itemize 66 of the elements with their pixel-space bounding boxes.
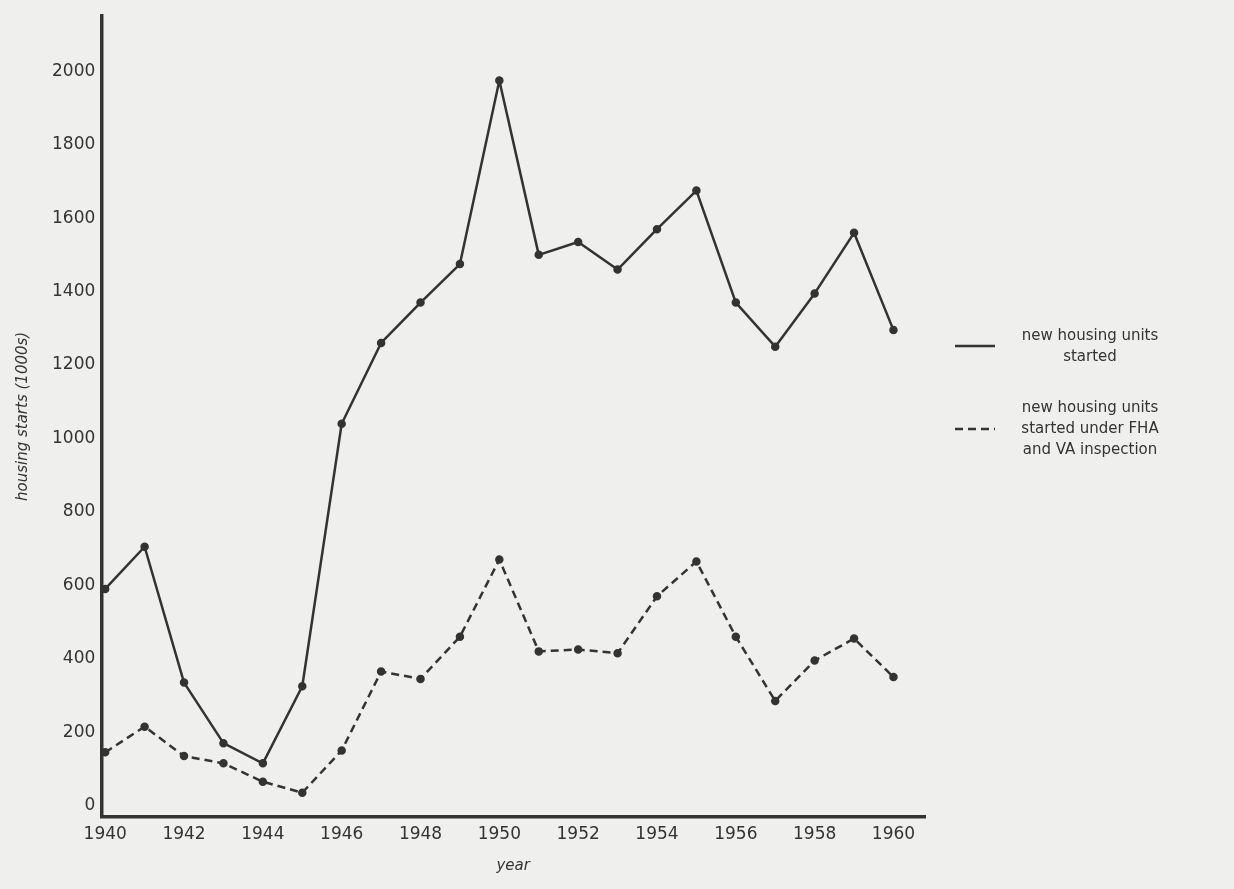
x-tick-label: 1942 [162, 823, 206, 844]
y-tick-label: 600 [62, 573, 96, 594]
point [731, 632, 741, 641]
y-tick-label: 2000 [52, 59, 96, 80]
point [258, 759, 268, 768]
point [810, 289, 819, 298]
point [889, 672, 898, 682]
point [140, 722, 149, 731]
x-axis-title: year [495, 855, 531, 874]
x-tick-label: 1950 [477, 823, 521, 844]
y-tick-label: 1600 [52, 206, 96, 227]
point [258, 777, 268, 786]
point [495, 76, 504, 85]
point [573, 237, 583, 247]
x-tick-label: 1956 [714, 823, 758, 844]
point [337, 746, 346, 755]
y-tick-label: 800 [62, 500, 96, 521]
point [298, 682, 307, 691]
x-tick-label: 1952 [556, 823, 600, 844]
y-tick-label: 1800 [52, 133, 96, 154]
x-tick-label: 1958 [793, 823, 837, 844]
point [416, 298, 425, 307]
y-tick-label: 0 [84, 794, 96, 815]
y-axis-title: housing starts (1000s) [12, 331, 31, 501]
point [573, 645, 583, 654]
point [179, 678, 189, 687]
point [692, 557, 701, 566]
point [652, 224, 662, 234]
x-tick-label: 1940 [83, 823, 127, 844]
y-tick-label: 1400 [52, 279, 96, 300]
point [337, 419, 346, 428]
point [652, 592, 662, 601]
y-tick-label: 400 [62, 647, 96, 668]
point [298, 788, 307, 797]
point [534, 647, 543, 656]
y-tick-label: 1200 [52, 353, 96, 374]
legend-label: new housing units started under FHA and VA inspection [1020, 397, 1160, 460]
legend-label: new housing units started [1020, 325, 1160, 367]
point [770, 696, 780, 706]
x-tick-label: 1948 [398, 823, 443, 844]
point [731, 298, 741, 307]
x-tick-label: 1960 [871, 823, 916, 844]
point [849, 228, 859, 238]
point [455, 259, 465, 269]
x-tick-label: 1946 [320, 823, 364, 844]
point [416, 674, 425, 684]
point [376, 667, 386, 676]
y-tick-label: 1000 [52, 426, 96, 447]
point [849, 634, 859, 643]
point [692, 186, 701, 195]
point [770, 342, 780, 351]
point [455, 632, 465, 641]
point [613, 648, 622, 658]
point [613, 265, 622, 274]
point [219, 759, 228, 768]
point [376, 338, 386, 348]
y-tick-label: 200 [62, 720, 96, 741]
x-tick-label: 1954 [635, 823, 679, 844]
x-tick-label: 1944 [241, 823, 285, 844]
point [219, 738, 228, 748]
point [140, 542, 149, 551]
point [889, 325, 898, 335]
point [534, 250, 543, 260]
point [179, 751, 189, 761]
point [810, 656, 819, 665]
point [495, 555, 504, 564]
